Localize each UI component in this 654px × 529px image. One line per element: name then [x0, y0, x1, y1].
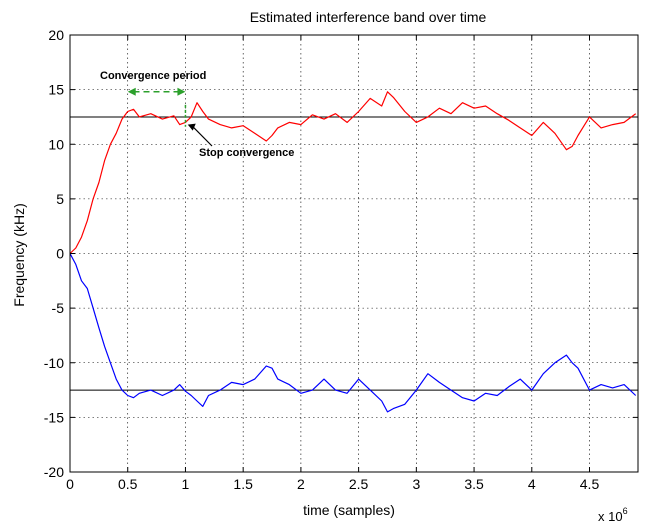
annotations: Convergence period Stop convergence — [100, 70, 294, 159]
x-tick-label: 1.5 — [233, 476, 253, 492]
convergence-period-label: Convergence period — [100, 70, 206, 82]
x-tick-label: 0.5 — [118, 476, 138, 492]
x-axis-label: time (samples) — [303, 502, 395, 518]
y-tick-label: 15 — [48, 82, 64, 98]
y-tick-label: -5 — [52, 300, 65, 316]
y-tick-label: 5 — [56, 191, 64, 207]
convergence-arrowhead-left — [127, 87, 136, 96]
y-tick-label: -10 — [44, 355, 64, 371]
x-tick-label: 3 — [412, 476, 420, 492]
y-tick-label: 0 — [56, 246, 64, 262]
stop-convergence-label: Stop convergence — [199, 147, 294, 159]
y-tick-label: -15 — [44, 409, 64, 425]
x-tick-label: 1 — [182, 476, 190, 492]
x-tick-label: 4 — [528, 476, 536, 492]
chart-title: Estimated interference band over time — [250, 9, 487, 25]
y-ticks: -20 -15 -10 -5 0 5 10 15 20 — [44, 27, 638, 480]
x-tick-label: 2 — [297, 476, 305, 492]
y-tick-label: 10 — [48, 136, 64, 152]
stop-convergence-arrow — [192, 126, 213, 147]
series-line-0 — [69, 91, 637, 254]
series-line-1 — [69, 253, 637, 413]
reference-lines — [70, 116, 638, 391]
convergence-arrowhead-right — [177, 87, 186, 96]
x-tick-label: 4.5 — [580, 476, 600, 492]
series-group — [69, 91, 637, 413]
x-tick-label: 2.5 — [349, 476, 369, 492]
stop-convergence-arrowhead — [187, 123, 196, 131]
x-ticks: 0 0.5 1 1.5 2 2.5 3 3.5 4 4.5 — [66, 35, 599, 492]
y-axis-label: Frequency (kHz) — [11, 203, 27, 306]
x-tick-label: 3.5 — [464, 476, 484, 492]
y-tick-label: 20 — [48, 27, 64, 43]
x-multiplier: x 106 — [598, 506, 628, 524]
y-tick-label: -20 — [44, 464, 64, 480]
x-tick-label: 0 — [66, 476, 74, 492]
